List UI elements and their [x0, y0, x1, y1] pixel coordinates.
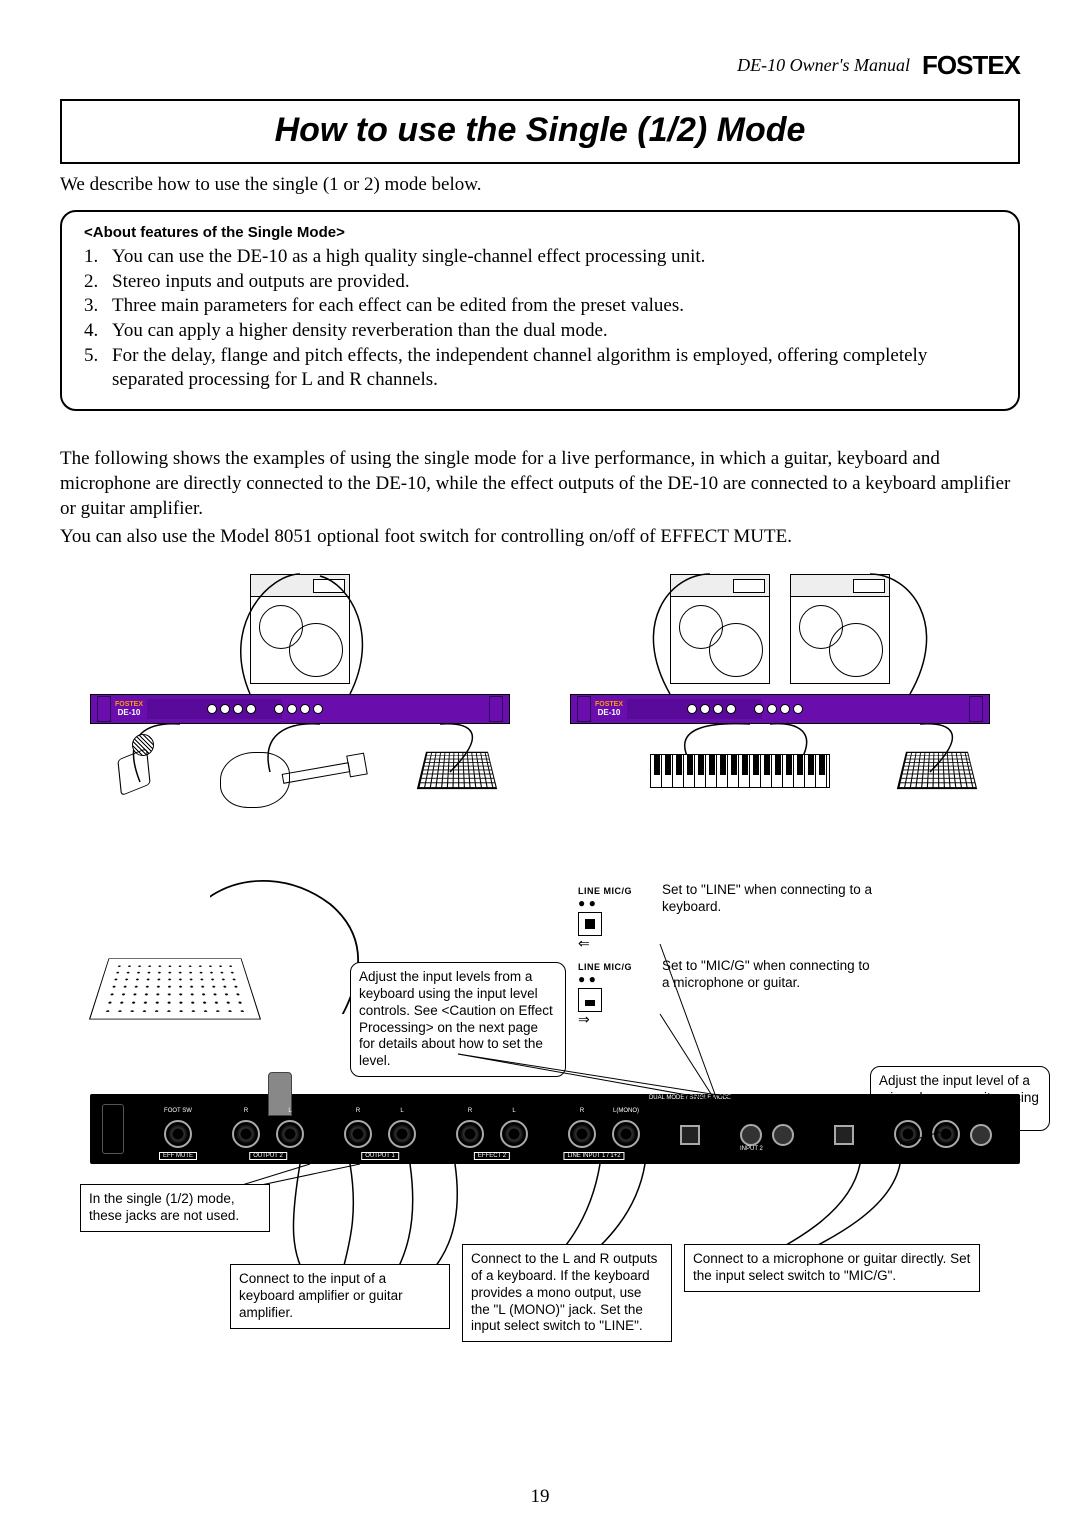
- feature-item: 5.For the delay, flange and pitch effect…: [84, 344, 996, 393]
- rack-model: DE-10: [118, 708, 141, 717]
- jack-out1-r: R: [344, 1120, 372, 1148]
- input2-max-icon: [772, 1124, 794, 1146]
- input-select-switch-icon: [834, 1125, 854, 1145]
- jack-eff2-r: R: [456, 1120, 484, 1148]
- mode-switch-icon: [680, 1125, 700, 1145]
- cable-icon: [630, 564, 950, 704]
- intro-paragraph: We describe how to use the single (1 or …: [60, 174, 1020, 196]
- manual-label: DE-10 Owner's Manual: [737, 55, 910, 76]
- guitar-icon: [220, 734, 360, 814]
- feature-item: 4.You can apply a higher density reverbe…: [84, 319, 996, 344]
- feature-text: Three main parameters for each effect ca…: [112, 294, 684, 319]
- jack-out1-l: LOUTPUT 1: [388, 1120, 416, 1148]
- callout-to-amp: Connect to the input of a keyboard ampli…: [230, 1264, 450, 1329]
- trim-knob-icon: [970, 1124, 992, 1146]
- footswitch-icon: [417, 752, 497, 789]
- body-paragraph: The following shows the examples of usin…: [60, 447, 1020, 521]
- section-title: How to use the Single (1/2) Mode: [62, 111, 1018, 150]
- switch-hint-line: LINE MIC/G ● ● ⇐: [578, 886, 658, 950]
- de10-front-panel-icon: FOSTEX DE-10: [90, 694, 510, 724]
- jack-eff2-l: LEFFECT 2: [500, 1120, 528, 1148]
- switch-labels: LINE MIC/G: [578, 962, 658, 972]
- rack-brand: FOSTEX: [595, 701, 623, 708]
- feature-text: You can use the DE-10 as a high quality …: [112, 245, 705, 270]
- rack-brand: FOSTEX: [115, 701, 143, 708]
- feature-item: 2.Stereo inputs and outputs are provided…: [84, 270, 996, 295]
- jack-footsw: FOOT SWEFF MUTE: [164, 1120, 192, 1148]
- setup-diagram-row: FOSTEX DE-10: [60, 574, 1020, 834]
- de10-front-panel-icon: FOSTEX DE-10: [570, 694, 990, 724]
- section-label: INPUT 2: [740, 1146, 763, 1152]
- page-number: 19: [0, 1486, 1080, 1508]
- feature-item: 3.Three main parameters for each effect …: [84, 294, 996, 319]
- switch-hint-micg: LINE MIC/G ● ● ⇒: [578, 962, 658, 1026]
- feature-text: Stereo inputs and outputs are provided.: [112, 270, 410, 295]
- section-title-box: How to use the Single (1/2) Mode: [60, 99, 1020, 164]
- jack-in1-r: R: [568, 1120, 596, 1148]
- setup-keyboard: FOSTEX DE-10: [570, 574, 990, 834]
- page-header: DE-10 Owner's Manual FOSTEX: [60, 50, 1020, 81]
- switch-hint-micg-text: Set to "MIC/G" when connecting to a micr…: [662, 958, 874, 992]
- rear-panel-diagram: LINE MIC/G ● ● ⇐ Set to "LINE" when conn…: [60, 894, 1020, 1454]
- features-box: <About features of the Single Mode> 1.Yo…: [60, 210, 1020, 411]
- keyboard-icon: [650, 754, 830, 788]
- switch-hint-line-text: Set to "LINE" when connecting to a keybo…: [662, 882, 874, 916]
- features-heading: <About features of the Single Mode>: [84, 224, 996, 241]
- brand-logo: FOSTEX: [922, 50, 1020, 81]
- jack-in1-lmono: L(MONO)LINE INPUT 1 / 1+2: [612, 1120, 640, 1148]
- feature-item: 1.You can use the DE-10 as a high qualit…: [84, 245, 996, 270]
- rear-panel-icon: FOOT SWEFF MUTE R LOUTPUT 2 R LOUTPUT 1 …: [90, 1094, 1020, 1164]
- setup-guitar-mic: FOSTEX DE-10: [90, 574, 510, 834]
- input2-min-icon: [740, 1124, 762, 1146]
- rack-ear-icon: [102, 1104, 124, 1154]
- mode-switch-label: DUAL MODE / SINGLE MODE: [649, 1095, 731, 1101]
- feature-text: For the delay, flange and pitch effects,…: [112, 344, 996, 393]
- jack-out2-l: LOUTPUT 2: [276, 1120, 304, 1148]
- callout-input-levels: Adjust the input levels from a keyboard …: [350, 962, 566, 1077]
- body-paragraph: You can also use the Model 8051 optional…: [60, 525, 1020, 550]
- cable-icon: [230, 564, 390, 704]
- feature-text: You can apply a higher density reverbera…: [112, 319, 608, 344]
- jack-out2-r: R: [232, 1120, 260, 1148]
- callout-not-used: In the single (1/2) mode, these jacks ar…: [80, 1184, 270, 1232]
- callout-to-keyboard: Connect to the L and R outputs of a keyb…: [462, 1244, 672, 1342]
- rack-model: DE-10: [598, 708, 621, 717]
- jack-mic: [894, 1120, 922, 1148]
- features-list: 1.You can use the DE-10 as a high qualit…: [84, 245, 996, 393]
- microphone-icon: [110, 734, 160, 804]
- callout-to-micguitar: Connect to a microphone or guitar direct…: [684, 1244, 980, 1292]
- switch-labels: LINE MIC/G: [578, 886, 658, 896]
- jack-guitar: [932, 1120, 960, 1148]
